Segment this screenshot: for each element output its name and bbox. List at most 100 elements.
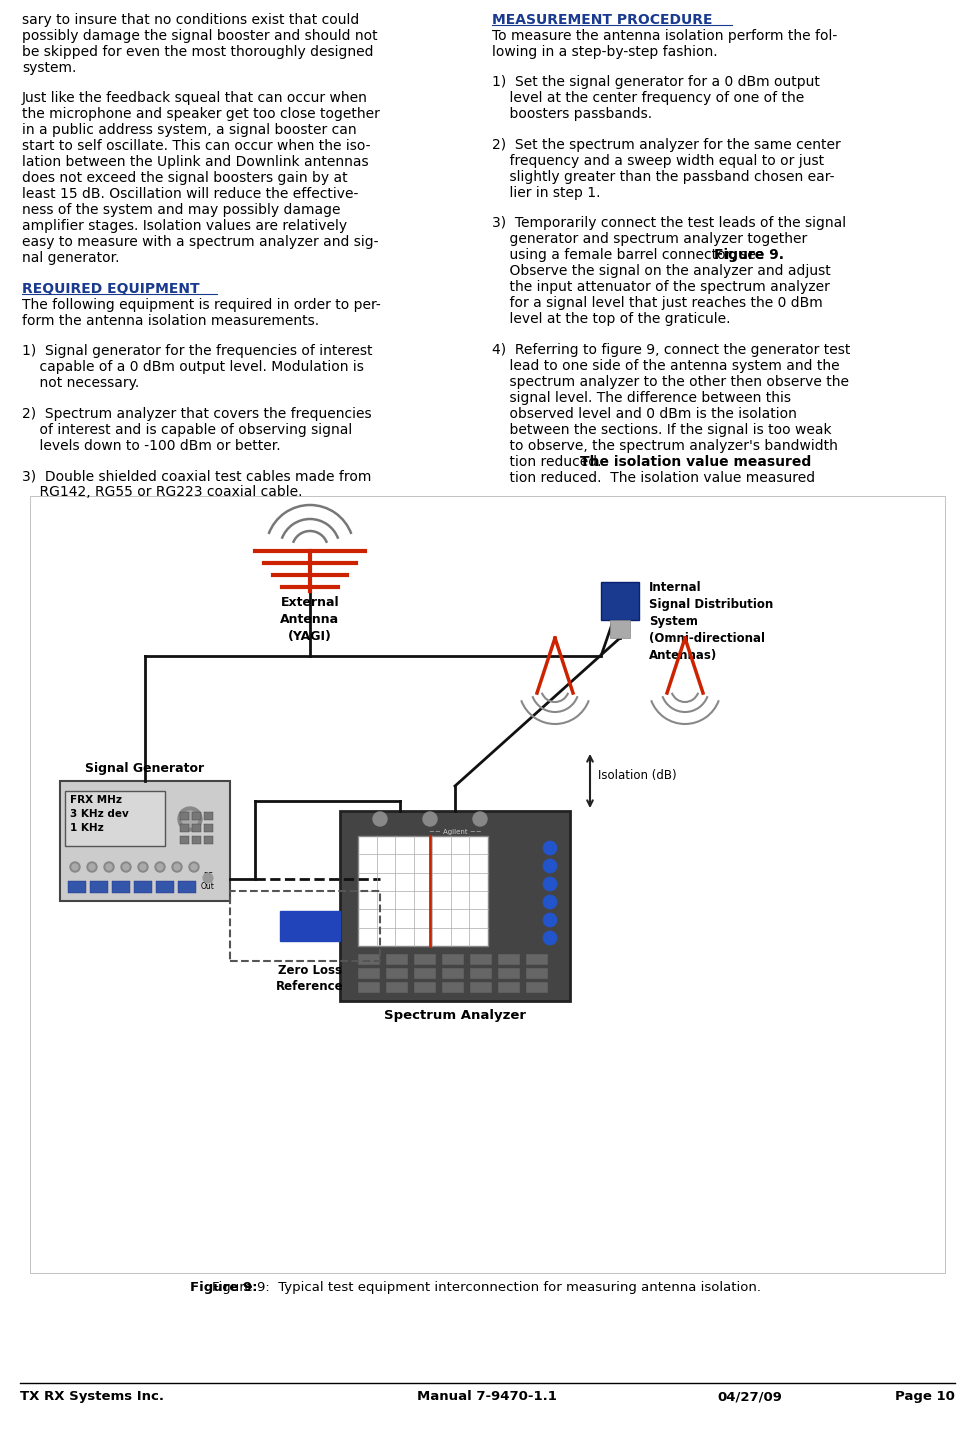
Bar <box>180 824 189 831</box>
Circle shape <box>543 894 557 909</box>
Text: signal level. The difference between this: signal level. The difference between thi… <box>492 391 791 405</box>
Text: Figure 9:: Figure 9: <box>190 1281 257 1294</box>
Text: 2)  Spectrum analyzer that covers the frequencies: 2) Spectrum analyzer that covers the fre… <box>22 406 371 421</box>
Text: the input attenuator of the spectrum analyzer: the input attenuator of the spectrum ana… <box>492 280 830 295</box>
Bar <box>414 982 436 993</box>
Text: Figure 9.: Figure 9. <box>714 248 784 262</box>
Bar <box>442 982 464 993</box>
Circle shape <box>473 811 487 826</box>
Circle shape <box>543 859 557 873</box>
Text: to observe, the spectrum analyzer's bandwidth: to observe, the spectrum analyzer's band… <box>492 438 838 452</box>
Text: system.: system. <box>22 62 76 74</box>
Text: Internal
Signal Distribution
System
(Omni-directional
Antennas): Internal Signal Distribution System (Omn… <box>649 581 773 663</box>
Circle shape <box>543 841 557 854</box>
Text: Figure 9:  Typical test equipment interconnection for measuring antenna isolatio: Figure 9: Typical test equipment interco… <box>213 1281 761 1294</box>
Bar <box>526 954 548 964</box>
Text: nal generator.: nal generator. <box>22 252 120 265</box>
Text: of interest and is capable of observing signal: of interest and is capable of observing … <box>22 422 352 436</box>
Text: lation between the Uplink and Downlink antennas: lation between the Uplink and Downlink a… <box>22 156 369 169</box>
Text: levels down to -100 dBm or better.: levels down to -100 dBm or better. <box>22 438 281 452</box>
Circle shape <box>189 861 199 871</box>
Bar <box>470 967 492 979</box>
Text: generator and spectrum analyzer together: generator and spectrum analyzer together <box>492 232 807 246</box>
Bar <box>414 954 436 964</box>
Bar <box>65 791 165 846</box>
Circle shape <box>106 864 112 870</box>
Text: FRX MHz
3 KHz dev
1 KHz: FRX MHz 3 KHz dev 1 KHz <box>70 796 129 833</box>
Text: in a public address system, a signal booster can: in a public address system, a signal boo… <box>22 123 357 137</box>
Text: the microphone and speaker get too close together: the microphone and speaker get too close… <box>22 107 380 122</box>
Text: Observe the signal on the analyzer and adjust: Observe the signal on the analyzer and a… <box>492 265 831 278</box>
Text: form the antenna isolation measurements.: form the antenna isolation measurements. <box>22 313 319 328</box>
Bar <box>442 954 464 964</box>
Bar <box>601 582 639 620</box>
Bar <box>192 811 201 820</box>
Text: Page 10: Page 10 <box>895 1390 955 1402</box>
Text: ~~ Agilent ~~: ~~ Agilent ~~ <box>429 829 482 836</box>
Bar <box>414 967 436 979</box>
Text: Just like the feedback squeal that can occur when: Just like the feedback squeal that can o… <box>22 92 368 106</box>
Circle shape <box>89 864 95 870</box>
Text: Manual 7-9470-1.1: Manual 7-9470-1.1 <box>417 1390 557 1402</box>
Circle shape <box>155 861 165 871</box>
Bar <box>358 967 380 979</box>
Circle shape <box>70 861 80 871</box>
Text: for a signal level that just reaches the 0 dBm: for a signal level that just reaches the… <box>492 296 823 311</box>
Bar <box>470 982 492 993</box>
Text: 3)  Temporarily connect the test leads of the signal: 3) Temporarily connect the test leads of… <box>492 216 846 230</box>
Circle shape <box>423 811 437 826</box>
Bar <box>386 967 408 979</box>
Text: start to self oscillate. This can occur when the iso-: start to self oscillate. This can occur … <box>22 139 370 153</box>
Bar <box>340 811 570 1002</box>
Bar <box>498 954 520 964</box>
Circle shape <box>140 864 146 870</box>
Bar <box>192 824 201 831</box>
Text: spectrum analyzer to the other then observe the: spectrum analyzer to the other then obse… <box>492 375 849 389</box>
Text: tion reduced.: tion reduced. <box>492 455 610 468</box>
Text: capable of a 0 dBm output level. Modulation is: capable of a 0 dBm output level. Modulat… <box>22 361 364 373</box>
Text: slightly greater than the passband chosen ear-: slightly greater than the passband chose… <box>492 170 835 183</box>
Text: To measure the antenna isolation perform the fol-: To measure the antenna isolation perform… <box>492 29 838 43</box>
Text: tion reduced.  The isolation value measured: tion reduced. The isolation value measur… <box>492 471 815 485</box>
Circle shape <box>191 864 197 870</box>
Bar <box>470 954 492 964</box>
Bar <box>280 912 340 942</box>
Text: sary to insure that no conditions exist that could: sary to insure that no conditions exist … <box>22 13 359 27</box>
Circle shape <box>104 861 114 871</box>
Bar <box>386 982 408 993</box>
Bar <box>30 497 945 1274</box>
Text: 1)  Signal generator for the frequencies of interest: 1) Signal generator for the frequencies … <box>22 345 372 358</box>
Text: External
Antenna
(YAGI): External Antenna (YAGI) <box>281 595 339 643</box>
Text: level at the top of the graticule.: level at the top of the graticule. <box>492 312 730 326</box>
Text: MEASUREMENT PROCEDURE: MEASUREMENT PROCEDURE <box>492 13 713 27</box>
Bar <box>90 881 108 893</box>
Text: RF
Out: RF Out <box>201 871 214 892</box>
Text: be skipped for even the most thoroughly designed: be skipped for even the most thoroughly … <box>22 44 373 59</box>
Circle shape <box>182 811 198 827</box>
Text: 04/27/09: 04/27/09 <box>718 1390 782 1402</box>
Bar <box>358 954 380 964</box>
Bar <box>180 811 189 820</box>
Bar <box>498 967 520 979</box>
Circle shape <box>72 864 78 870</box>
Text: frequency and a sweep width equal to or just: frequency and a sweep width equal to or … <box>492 153 824 167</box>
Circle shape <box>138 861 148 871</box>
Circle shape <box>157 864 163 870</box>
Text: possibly damage the signal booster and should not: possibly damage the signal booster and s… <box>22 29 377 43</box>
Circle shape <box>123 864 129 870</box>
Text: 1)  Set the signal generator for a 0 dBm output: 1) Set the signal generator for a 0 dBm … <box>492 76 820 89</box>
Circle shape <box>543 913 557 927</box>
Circle shape <box>87 861 97 871</box>
Bar <box>526 982 548 993</box>
Circle shape <box>121 861 131 871</box>
Text: TX RX Systems Inc.: TX RX Systems Inc. <box>20 1390 164 1402</box>
Text: 4)  Referring to figure 9, connect the generator test: 4) Referring to figure 9, connect the ge… <box>492 342 850 356</box>
Circle shape <box>172 861 182 871</box>
Bar <box>526 967 548 979</box>
Bar <box>230 892 380 962</box>
Circle shape <box>178 807 202 831</box>
Bar <box>358 836 488 946</box>
Text: not necessary.: not necessary. <box>22 376 139 391</box>
Text: RG142, RG55 or RG223 coaxial cable.: RG142, RG55 or RG223 coaxial cable. <box>22 485 302 499</box>
Bar <box>192 836 201 844</box>
